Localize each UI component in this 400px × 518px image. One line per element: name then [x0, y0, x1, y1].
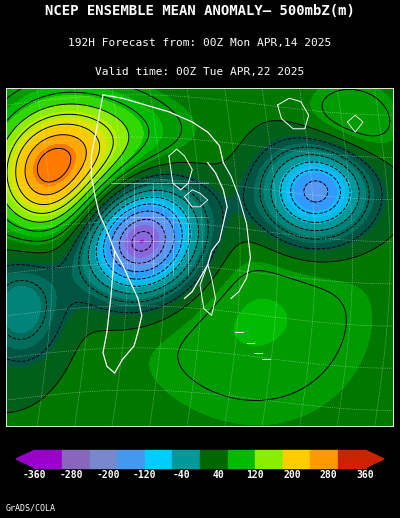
- Text: -200: -200: [96, 470, 120, 480]
- Bar: [338, 450, 366, 468]
- Bar: [283, 450, 310, 468]
- Bar: [90, 450, 117, 468]
- Bar: [228, 450, 255, 468]
- Text: 120: 120: [246, 470, 264, 480]
- Bar: [310, 450, 338, 468]
- Text: 360: 360: [357, 470, 374, 480]
- Bar: [62, 450, 90, 468]
- Bar: [255, 450, 283, 468]
- Bar: [145, 450, 172, 468]
- Text: Valid time: 00Z Tue APR,22 2025: Valid time: 00Z Tue APR,22 2025: [95, 67, 305, 77]
- Bar: [34, 450, 62, 468]
- Polygon shape: [366, 450, 384, 468]
- Text: 280: 280: [320, 470, 338, 480]
- Bar: [200, 450, 228, 468]
- Text: 40: 40: [212, 470, 224, 480]
- Text: -360: -360: [23, 470, 46, 480]
- Text: NCEP ENSEMBLE MEAN ANOMALY– 500mbZ(m): NCEP ENSEMBLE MEAN ANOMALY– 500mbZ(m): [45, 4, 355, 18]
- Text: 192H Forecast from: 00Z Mon APR,14 2025: 192H Forecast from: 00Z Mon APR,14 2025: [68, 38, 332, 49]
- Polygon shape: [16, 450, 34, 468]
- Bar: [117, 450, 145, 468]
- Text: -120: -120: [133, 470, 156, 480]
- Text: 200: 200: [283, 470, 301, 480]
- Text: -280: -280: [60, 470, 83, 480]
- Text: GrADS/COLA: GrADS/COLA: [6, 503, 56, 513]
- Bar: [172, 450, 200, 468]
- Text: -40: -40: [173, 470, 190, 480]
